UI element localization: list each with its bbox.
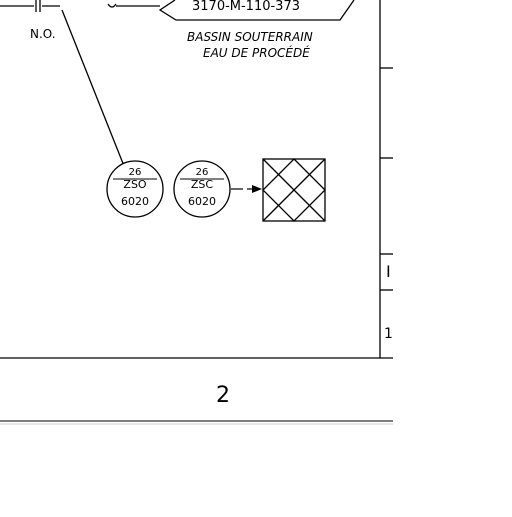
signal-arrow — [252, 185, 262, 193]
instrument-zso-6020: 26 ZSO 6020 — [106, 160, 164, 218]
instrument-number: 6020 — [188, 195, 216, 208]
instrument-tag: ZSO — [123, 178, 147, 191]
basin-label-line1: BASSIN SOUTERRAIN — [187, 30, 313, 44]
valve-symbol — [262, 158, 326, 222]
basin-label-line2: EAU DE PROCÉDÉ — [203, 45, 310, 60]
instrument-zsc-6020: 26 ZSC 6020 — [173, 160, 231, 218]
reference-tag: 3170-M-110-373 — [192, 0, 300, 14]
normally-open-contact — [0, 0, 160, 12]
instrument-loop: 26 — [129, 167, 142, 178]
zone-number: 2 — [216, 383, 230, 408]
normally-open-label: N.O. — [30, 27, 56, 41]
instrument-number: 6020 — [121, 195, 149, 208]
reference-flag — [158, 0, 355, 21]
title-block-fragment-top: I — [386, 262, 391, 281]
title-block-fragment-bottom: 1 — [384, 326, 393, 342]
instrument-tag: ZSC — [191, 178, 214, 191]
instrument-loop: 26 — [196, 167, 209, 178]
frame-lines — [0, 0, 393, 359]
signal-line — [61, 9, 125, 167]
